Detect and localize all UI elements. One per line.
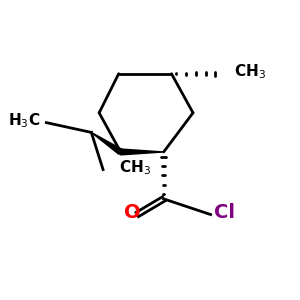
Text: O: O <box>124 203 141 222</box>
Text: CH$_3$: CH$_3$ <box>119 158 151 177</box>
Text: Cl: Cl <box>214 203 235 222</box>
Polygon shape <box>91 132 122 154</box>
Text: CH$_3$: CH$_3$ <box>234 62 266 81</box>
Polygon shape <box>121 149 164 155</box>
Text: H$_3$C: H$_3$C <box>8 111 41 130</box>
